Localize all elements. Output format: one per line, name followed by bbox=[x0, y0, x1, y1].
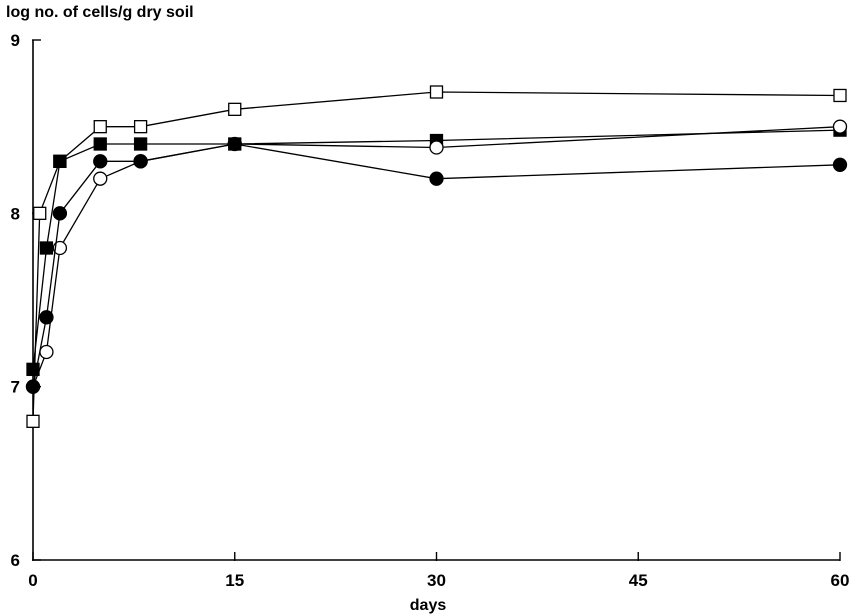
x-tick-label: 15 bbox=[225, 571, 244, 590]
data-point bbox=[52, 240, 68, 256]
axes: 6 7 8 9 0 15 30 45 60 bbox=[11, 31, 850, 590]
series-filled-circle bbox=[25, 136, 848, 394]
series-open-circle bbox=[25, 119, 848, 394]
y-tick-label: 9 bbox=[11, 31, 20, 50]
data-point bbox=[33, 206, 47, 220]
data-point bbox=[832, 157, 848, 172]
data-point bbox=[93, 154, 108, 169]
y-tick-label: 7 bbox=[11, 378, 20, 397]
series-filled-square bbox=[26, 123, 847, 376]
x-tick-label: 30 bbox=[427, 571, 446, 590]
data-point bbox=[133, 154, 148, 169]
data-point bbox=[832, 119, 848, 134]
series-line bbox=[32, 129, 841, 370]
series-layer bbox=[25, 85, 848, 428]
data-point bbox=[39, 241, 54, 255]
data-point bbox=[53, 154, 67, 168]
data-point bbox=[93, 171, 108, 186]
data-point bbox=[93, 137, 107, 151]
data-point bbox=[93, 120, 107, 134]
data-point bbox=[39, 344, 54, 360]
data-point bbox=[429, 140, 444, 155]
x-tick-label: 45 bbox=[629, 571, 648, 590]
data-point bbox=[39, 310, 54, 325]
data-point bbox=[52, 206, 68, 221]
series-line bbox=[32, 126, 841, 387]
data-point bbox=[26, 414, 40, 428]
data-point bbox=[25, 379, 41, 394]
series-open-square bbox=[26, 85, 847, 428]
series-line bbox=[32, 91, 841, 422]
data-point bbox=[133, 120, 148, 134]
data-point bbox=[133, 137, 148, 151]
y-tick-label: 6 bbox=[11, 551, 20, 570]
series-line bbox=[32, 143, 841, 387]
y-tick-label: 8 bbox=[11, 204, 20, 223]
data-point bbox=[227, 136, 242, 152]
data-point bbox=[228, 102, 242, 116]
data-point bbox=[429, 85, 444, 99]
data-point bbox=[429, 171, 444, 186]
data-point bbox=[833, 88, 847, 103]
x-tick-label: 60 bbox=[831, 571, 850, 590]
x-tick-label: 0 bbox=[28, 571, 37, 590]
y-axis-label: log no. of cells/g dry soil bbox=[6, 4, 194, 21]
x-axis-label: days bbox=[410, 597, 447, 614]
